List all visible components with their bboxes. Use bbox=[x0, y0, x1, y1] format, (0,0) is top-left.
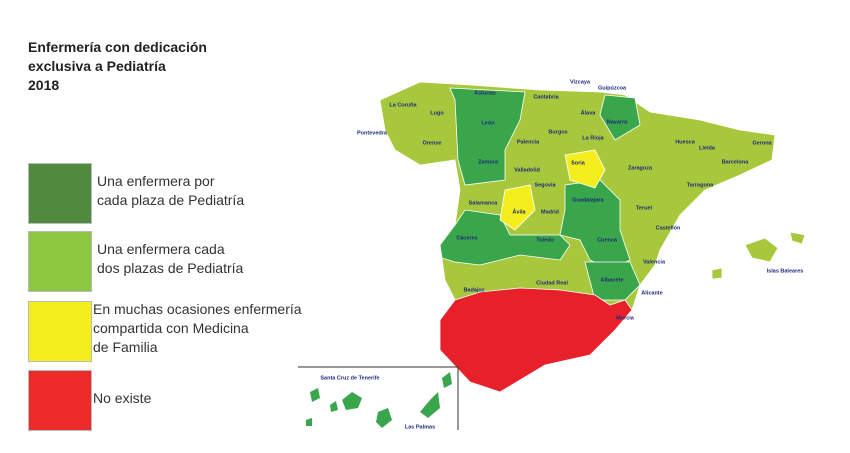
legend-line: En muchas ocasiones enfermería bbox=[93, 301, 302, 317]
island bbox=[789, 231, 806, 245]
province-label: Alicante bbox=[641, 290, 662, 296]
province-label: La Rioja bbox=[582, 135, 604, 141]
province-label: Álava bbox=[581, 109, 597, 116]
title-line: Enfermería con dedicación bbox=[28, 39, 207, 55]
province-label: Madrid bbox=[541, 209, 559, 215]
title-line: 2018 bbox=[28, 77, 60, 93]
province-label: Asturias bbox=[474, 90, 496, 96]
region bbox=[599, 94, 641, 141]
province-label: Ávila bbox=[512, 208, 526, 215]
province-label: Lleida bbox=[699, 145, 716, 151]
province-label: Castellón bbox=[656, 225, 681, 231]
province-label: León bbox=[481, 120, 495, 126]
province-label: Palencia bbox=[517, 139, 540, 145]
province-label: Barcelona bbox=[722, 159, 750, 165]
legend-label: Una enfermera por cada plaza de Pediatría bbox=[97, 172, 244, 210]
legend-line: Una enfermera por bbox=[97, 173, 215, 189]
province-label: Valladolid bbox=[514, 167, 540, 173]
labels: La Coruña Lugo Pontevedra Orense Asturias Leó… bbox=[320, 79, 803, 430]
canary-inset bbox=[298, 366, 459, 430]
province-label: Badajoz bbox=[463, 287, 484, 293]
province-label: Toledo bbox=[536, 237, 554, 243]
legend-label: En muchas ocasiones enfermería compartida… bbox=[93, 300, 302, 357]
province-label: Islas Baleares bbox=[767, 268, 804, 274]
province-label: Vizcaya bbox=[570, 79, 591, 85]
province-label: Santa Cruz de Tenerife bbox=[320, 375, 379, 381]
province-label: Tarragona bbox=[687, 182, 714, 188]
province-label: Soria bbox=[571, 160, 586, 166]
region bbox=[439, 209, 571, 266]
title-line: exclusiva a Pediatría bbox=[28, 58, 166, 74]
province-label: Zaragoza bbox=[628, 165, 653, 171]
region bbox=[499, 184, 536, 231]
province-label: Guipúzcoa bbox=[598, 85, 627, 91]
province-label: Huesca bbox=[675, 139, 696, 145]
legend-swatch bbox=[28, 301, 92, 362]
province-label: Cáceres bbox=[456, 235, 477, 241]
legend-swatch bbox=[28, 370, 92, 431]
province-label: Burgos bbox=[548, 129, 567, 135]
spain-map bbox=[379, 81, 806, 393]
province-label: Salamanca bbox=[469, 200, 499, 206]
province-label: Navarra bbox=[607, 119, 628, 125]
legend-label: No existe bbox=[93, 389, 151, 408]
province-label: Orense bbox=[423, 140, 442, 146]
province-label: La Coruña bbox=[389, 102, 417, 108]
region bbox=[584, 261, 641, 301]
legend-swatch bbox=[28, 163, 92, 224]
region bbox=[449, 87, 526, 186]
province-label: Albacete bbox=[601, 277, 624, 283]
title: Enfermería con dedicación exclusiva a Pe… bbox=[28, 38, 207, 95]
province-label: Ciudad Real bbox=[536, 280, 568, 286]
province-label: Lugo bbox=[430, 110, 444, 116]
province-label: Las Palmas bbox=[405, 424, 435, 430]
legend-label: Una enfermera cada dos plazas de Pediatrí… bbox=[97, 240, 243, 278]
region bbox=[439, 287, 633, 393]
legend-line: dos plazas de Pediatría bbox=[97, 260, 244, 276]
province-label: Valencia bbox=[643, 259, 666, 265]
province-label: Cantabria bbox=[533, 94, 559, 100]
legend-line: cada plaza de Pediatría bbox=[97, 192, 245, 208]
legend-swatch bbox=[28, 231, 92, 292]
province-label: Gerona bbox=[752, 140, 772, 146]
province-label: Murcia bbox=[616, 315, 635, 321]
province-label: Guadalajara bbox=[572, 197, 604, 203]
legend-line: Una enfermera cada bbox=[97, 241, 225, 257]
island bbox=[744, 237, 779, 263]
legend-line: No existe bbox=[93, 390, 152, 406]
province-label: Teruel bbox=[636, 205, 653, 211]
region bbox=[564, 149, 606, 189]
legend-line: de Familia bbox=[93, 339, 158, 355]
province-label: Cuenca bbox=[597, 237, 618, 243]
province-label: Pontevedra bbox=[357, 130, 388, 136]
legend-line: compartida con Medicina bbox=[93, 320, 249, 336]
province-label: Zamora bbox=[478, 159, 499, 165]
province-label: Segovia bbox=[534, 182, 556, 188]
island bbox=[711, 267, 723, 280]
